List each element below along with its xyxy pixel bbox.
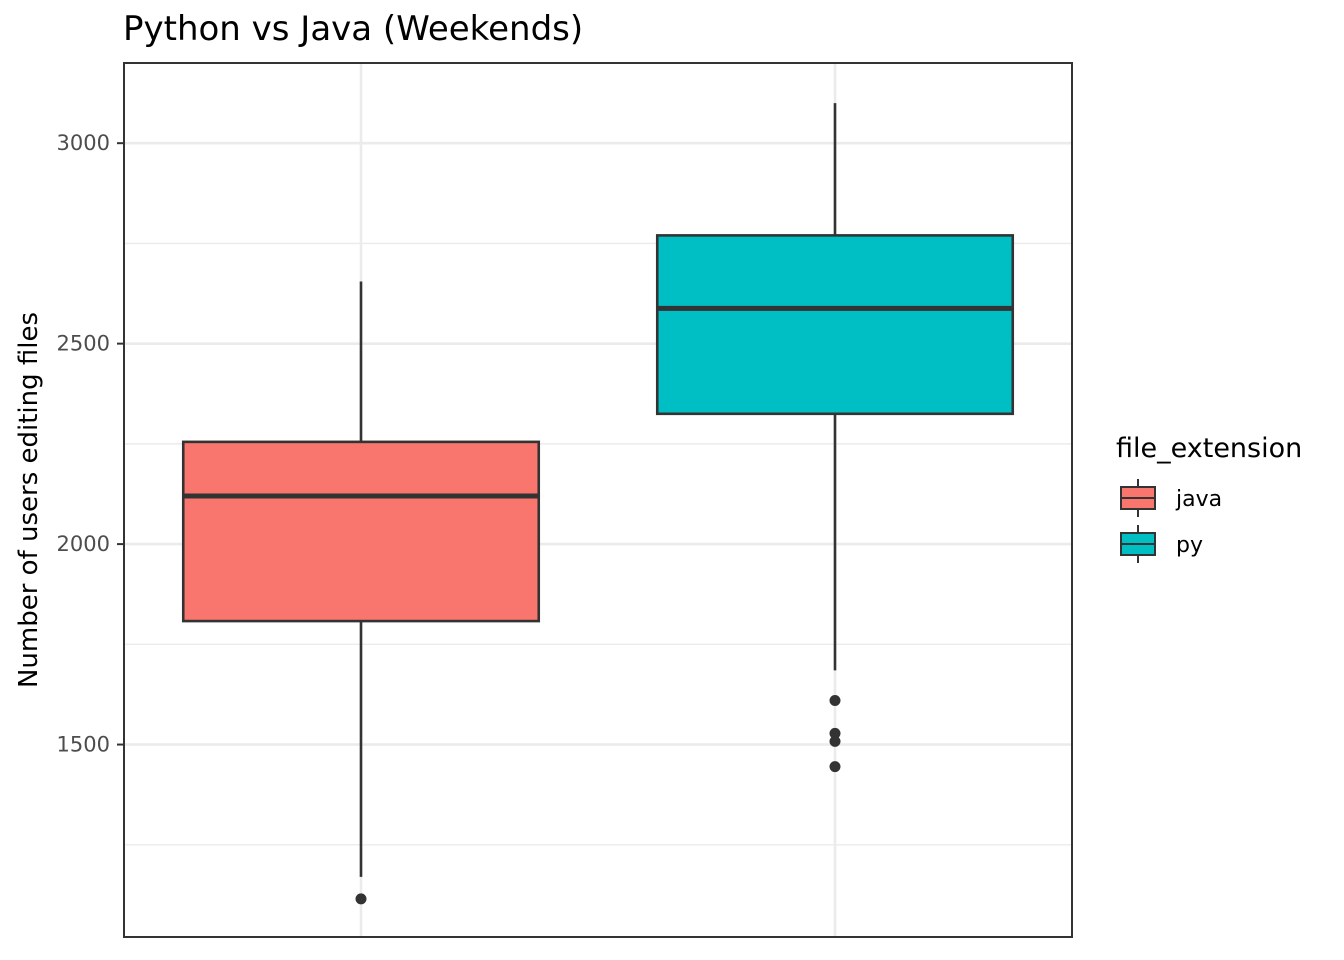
y-tick-label: 3000 xyxy=(57,131,110,155)
outlier-point xyxy=(829,694,841,706)
outlier-point xyxy=(829,735,841,747)
y-tick-label: 2500 xyxy=(57,332,110,356)
box-py xyxy=(655,103,1015,773)
box-iqr xyxy=(655,234,1015,416)
outlier-point xyxy=(829,761,841,773)
y-axis: 1500 2000 2500 3000 xyxy=(57,131,124,757)
outlier-point xyxy=(829,727,841,739)
box-java xyxy=(181,281,541,905)
outlier-point xyxy=(355,893,367,905)
chart-title: Python vs Java (Weekends) xyxy=(123,9,583,49)
legend-title: file_extension xyxy=(1116,433,1302,464)
legend-label: py xyxy=(1176,533,1203,558)
box-iqr xyxy=(181,440,541,623)
y-axis-title: Number of users editing files xyxy=(14,312,44,688)
y-tick-label: 1500 xyxy=(57,733,110,757)
legend-label: java xyxy=(1175,487,1222,512)
y-tick-label: 2000 xyxy=(57,532,110,556)
box-series xyxy=(181,103,1015,905)
plot-panel-border xyxy=(123,62,1073,938)
legend-item-java: java xyxy=(1120,479,1222,517)
legend: file_extension java py xyxy=(1116,433,1302,563)
legend-item-py: py xyxy=(1120,525,1203,563)
